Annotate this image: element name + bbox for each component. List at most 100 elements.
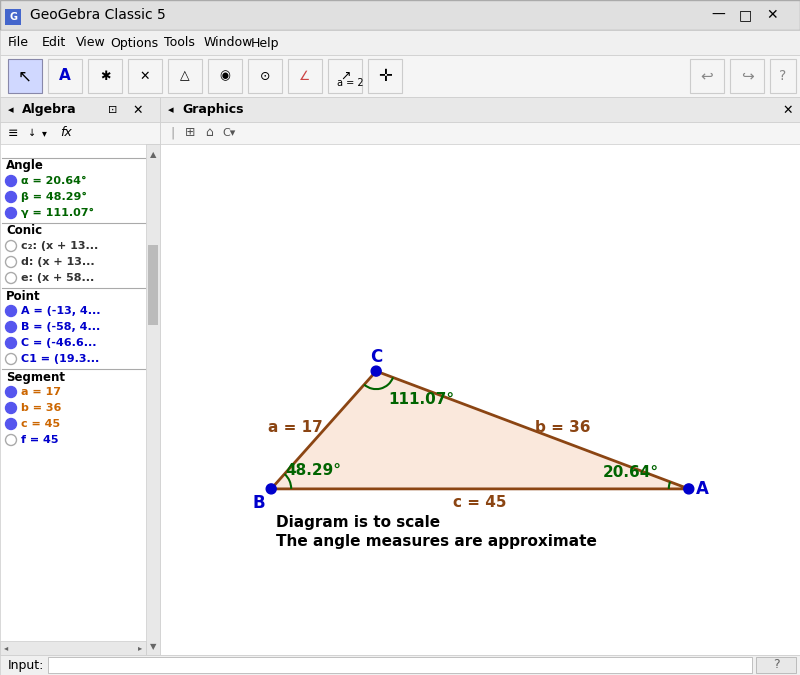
Text: e: (x + 58...: e: (x + 58...	[21, 273, 94, 283]
Text: View: View	[76, 36, 106, 49]
Circle shape	[6, 354, 17, 364]
Circle shape	[6, 435, 17, 446]
Text: —: —	[711, 8, 725, 22]
Text: ≡: ≡	[8, 126, 18, 140]
Text: C▾: C▾	[222, 128, 235, 138]
Text: 111.07°: 111.07°	[388, 392, 454, 406]
Text: Point: Point	[6, 290, 41, 302]
Circle shape	[6, 207, 17, 219]
FancyBboxPatch shape	[160, 97, 800, 122]
Text: A: A	[696, 480, 710, 498]
Text: Angle: Angle	[6, 159, 44, 173]
Text: β = 48.29°: β = 48.29°	[21, 192, 87, 202]
FancyBboxPatch shape	[328, 59, 362, 93]
Text: C: C	[370, 348, 382, 366]
FancyBboxPatch shape	[0, 0, 800, 30]
Text: Options: Options	[110, 36, 158, 49]
FancyBboxPatch shape	[208, 59, 242, 93]
Text: d: (x + 13...: d: (x + 13...	[21, 257, 94, 267]
Circle shape	[6, 338, 17, 348]
FancyBboxPatch shape	[248, 59, 282, 93]
Text: α = 20.64°: α = 20.64°	[21, 176, 86, 186]
Circle shape	[6, 176, 17, 186]
Circle shape	[6, 306, 17, 317]
Text: b = 36: b = 36	[21, 403, 62, 413]
Text: △: △	[180, 70, 190, 82]
Circle shape	[6, 273, 17, 284]
Text: ◂: ◂	[4, 643, 8, 653]
Circle shape	[6, 192, 17, 202]
Text: 48.29°: 48.29°	[286, 463, 342, 479]
FancyBboxPatch shape	[168, 59, 202, 93]
Text: ✕: ✕	[782, 103, 793, 117]
Text: The angle measures are approximate: The angle measures are approximate	[276, 535, 597, 549]
FancyBboxPatch shape	[756, 657, 796, 673]
FancyBboxPatch shape	[0, 30, 800, 55]
Circle shape	[6, 256, 17, 267]
Text: ✛: ✛	[378, 67, 392, 85]
Text: C1 = (19.3...: C1 = (19.3...	[21, 354, 99, 364]
Text: a = 17: a = 17	[21, 387, 61, 397]
FancyBboxPatch shape	[770, 59, 796, 93]
Text: γ = 111.07°: γ = 111.07°	[21, 208, 94, 218]
Text: C = (-46.6...: C = (-46.6...	[21, 338, 97, 348]
FancyBboxPatch shape	[730, 59, 764, 93]
FancyBboxPatch shape	[160, 122, 800, 655]
Text: A: A	[59, 68, 71, 84]
Text: Input:: Input:	[8, 659, 44, 672]
Text: |: |	[170, 126, 174, 140]
Text: Segment: Segment	[6, 371, 65, 383]
FancyBboxPatch shape	[48, 657, 752, 673]
Text: ▲: ▲	[150, 151, 156, 159]
Text: ↪: ↪	[741, 68, 754, 84]
FancyBboxPatch shape	[368, 59, 402, 93]
Text: ?: ?	[779, 69, 786, 83]
Polygon shape	[271, 371, 689, 489]
Text: ▾: ▾	[42, 128, 47, 138]
Text: Tools: Tools	[163, 36, 194, 49]
FancyBboxPatch shape	[0, 655, 800, 675]
Text: ↩: ↩	[701, 68, 714, 84]
FancyBboxPatch shape	[0, 122, 160, 144]
Text: B: B	[253, 494, 266, 512]
Text: Window: Window	[204, 36, 254, 49]
Text: ⊡: ⊡	[108, 105, 118, 115]
Text: Help: Help	[251, 36, 279, 49]
Text: ◉: ◉	[219, 70, 230, 82]
Text: ∠: ∠	[299, 70, 310, 82]
Text: B = (-58, 4...: B = (-58, 4...	[21, 322, 100, 332]
Circle shape	[6, 387, 17, 398]
FancyBboxPatch shape	[0, 55, 800, 97]
Text: a = 17: a = 17	[268, 421, 323, 435]
Text: GeoGebra Classic 5: GeoGebra Classic 5	[30, 8, 166, 22]
FancyBboxPatch shape	[0, 97, 160, 122]
Text: ⊙: ⊙	[260, 70, 270, 82]
Text: c = 45: c = 45	[21, 419, 60, 429]
Text: ⊞: ⊞	[185, 126, 195, 140]
Text: ◂: ◂	[8, 105, 14, 115]
Text: ✱: ✱	[100, 70, 110, 82]
Text: f = 45: f = 45	[21, 435, 58, 445]
FancyBboxPatch shape	[148, 245, 158, 325]
Text: ↗: ↗	[340, 70, 350, 82]
Text: File: File	[8, 36, 29, 49]
Text: Diagram is to scale: Diagram is to scale	[276, 516, 440, 531]
Text: □: □	[738, 8, 751, 22]
Circle shape	[371, 366, 381, 376]
Circle shape	[6, 402, 17, 414]
FancyBboxPatch shape	[8, 59, 42, 93]
Text: ⌂: ⌂	[205, 126, 213, 140]
Text: c₂: (x + 13...: c₂: (x + 13...	[21, 241, 98, 251]
Text: ?: ?	[773, 659, 779, 672]
Text: a = 2: a = 2	[337, 78, 363, 88]
FancyBboxPatch shape	[0, 641, 146, 655]
Text: ✕: ✕	[766, 8, 778, 22]
Text: 20.64°: 20.64°	[602, 465, 659, 481]
Circle shape	[6, 321, 17, 333]
Text: ↓: ↓	[28, 128, 36, 138]
Text: ✕: ✕	[140, 70, 150, 82]
Text: Edit: Edit	[42, 36, 66, 49]
Text: b = 36: b = 36	[534, 421, 590, 435]
Text: ▼: ▼	[150, 643, 156, 651]
Text: G: G	[9, 12, 17, 22]
